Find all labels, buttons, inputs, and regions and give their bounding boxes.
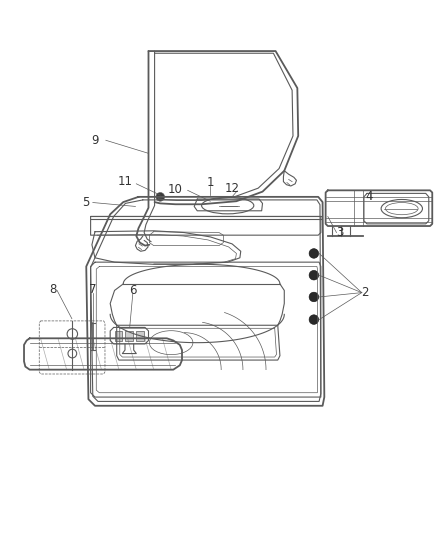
Text: 5: 5 [82,196,89,208]
Text: 9: 9 [91,134,99,147]
Text: 7: 7 [89,283,96,296]
Bar [115,331,122,341]
Bar [136,331,144,341]
Bar [125,331,133,341]
Text: 12: 12 [225,182,240,195]
Circle shape [156,192,165,201]
Text: 11: 11 [118,175,133,188]
Text: 3: 3 [336,226,344,239]
Circle shape [309,315,319,325]
Text: 4: 4 [366,190,373,204]
Circle shape [309,292,319,302]
Text: 6: 6 [129,284,137,297]
Text: 2: 2 [361,286,369,299]
Circle shape [309,249,319,258]
Text: 10: 10 [168,182,183,196]
Text: 1: 1 [207,176,214,189]
Circle shape [309,270,319,280]
Text: 8: 8 [49,282,57,296]
